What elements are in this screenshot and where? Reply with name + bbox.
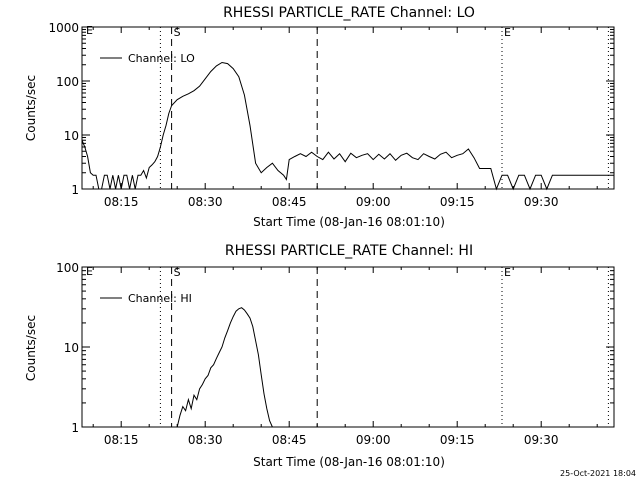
panel-hi-legend-label: Channel: HI [128, 292, 192, 305]
panel-lo-ytick-label: 10 [64, 129, 79, 143]
panel-hi-series-line [176, 307, 273, 428]
panel-hi-xtick-label: 09:15 [440, 433, 475, 447]
panel-hi-title: RHESSI PARTICLE_RATE Channel: HI [225, 243, 473, 259]
timestamp-footer: 25-Oct-2021 18:04 [560, 469, 636, 478]
panel-lo-ylabel: Counts/sec [24, 75, 38, 141]
panel-lo-ytick-label: 1 [71, 183, 79, 197]
panel-hi-edge-label: E [86, 265, 93, 278]
panel-hi-xtick-label: 09:30 [524, 433, 559, 447]
panel-lo-frame [81, 26, 615, 190]
panel-hi-xlabel: Start Time (08-Jan-16 08:01:10) [253, 455, 445, 469]
panel-lo-ytick-label: 100 [56, 75, 79, 89]
panel-hi-ytick-label: 10 [64, 341, 79, 355]
panel-hi-xtick-label: 08:15 [104, 433, 139, 447]
panel-hi-ytick-label: 1 [71, 421, 79, 435]
panel-hi-ytick-label: 100 [56, 261, 79, 275]
panel-lo-legend-label: Channel: LO [128, 52, 195, 65]
panel-lo-marker-label: S [174, 26, 181, 39]
panel-lo-xtick-label: 09:00 [356, 195, 391, 209]
panel-lo-xtick-label: 09:30 [524, 195, 559, 209]
panel-hi-ylabel: Counts/sec [24, 315, 38, 381]
panel-lo-xtick-label: 08:15 [104, 195, 139, 209]
panel-lo-marks: 08:15 08:30 08:45 09:00 09:15 09:30 1 10 100 1000… [48, 21, 614, 209]
panel-hi-xtick-label: 08:30 [188, 433, 223, 447]
panel-lo-title: RHESSI PARTICLE_RATE Channel: LO [223, 5, 475, 21]
panel-lo: RHESSI PARTICLE_RATE Channel: LO Counts/… [24, 5, 615, 229]
panel-hi-marker-label: S [174, 266, 181, 279]
panel-hi-xtick-label: 09:00 [356, 433, 391, 447]
panel-lo-xlabel: Start Time (08-Jan-16 08:01:10) [253, 215, 445, 229]
panel-hi: RHESSI PARTICLE_RATE Channel: HI Counts/… [24, 243, 615, 469]
panel-lo-edge-label: E [86, 24, 93, 37]
panel-lo-xtick-label: 09:15 [440, 195, 475, 209]
panel-lo-xtick-label: 08:30 [188, 195, 223, 209]
panel-lo-ytick-label: 1000 [48, 21, 79, 35]
panel-hi-marker-label: E [504, 266, 511, 279]
panel-lo-xtick-label: 08:45 [272, 195, 307, 209]
panel-lo-marker-label: E [504, 26, 511, 39]
panel-hi-frame [81, 266, 615, 428]
panel-hi-xtick-label: 08:45 [272, 433, 307, 447]
panel-lo-series-line [81, 61, 614, 191]
